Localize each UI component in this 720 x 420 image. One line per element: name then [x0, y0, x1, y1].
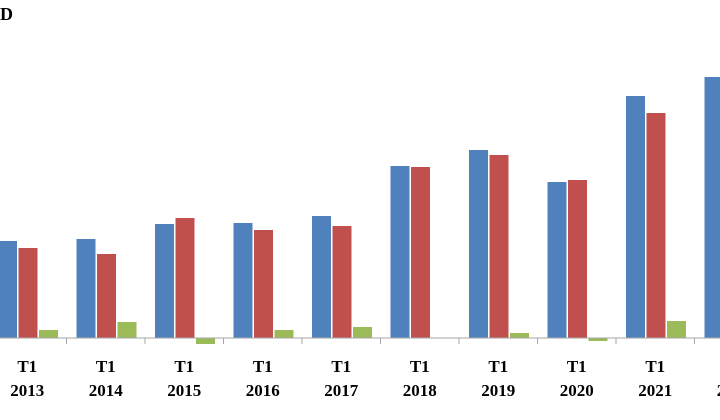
- bar-s1-5: [411, 167, 430, 338]
- bar-s0-0: [0, 241, 17, 338]
- x-tick-label-top-6: T1: [488, 357, 508, 376]
- x-tick-label-year-1: 2014: [89, 381, 124, 400]
- x-tick-label-year-7: 2020: [560, 381, 594, 400]
- x-tick-label-year-3: 2016: [246, 381, 280, 400]
- bar-s2-8: [667, 321, 686, 338]
- x-tick-label-top-5: T1: [410, 357, 430, 376]
- x-tick-label-year-4: 2017: [324, 381, 359, 400]
- bar-s0-5: [390, 166, 410, 338]
- x-tick-label-year-9: 2022: [717, 381, 720, 400]
- x-tick-label-year-8: 2021: [638, 381, 672, 400]
- bar-s1-3: [254, 230, 273, 338]
- bar-s0-2: [155, 224, 174, 338]
- bar-s2-6: [510, 333, 529, 338]
- panel-label: D: [0, 4, 13, 24]
- bar-s1-0: [18, 248, 38, 338]
- x-tick-label-top-4: T1: [331, 357, 351, 376]
- x-tick-label-year-0: 2013: [10, 381, 44, 400]
- bar-s0-6: [469, 150, 488, 338]
- x-tick-label-top-8: T1: [645, 357, 665, 376]
- bar-s1-6: [489, 155, 509, 338]
- bar-s0-4: [312, 216, 331, 338]
- bar-s1-7: [568, 180, 587, 338]
- x-tick-label-year-5: 2018: [403, 381, 437, 400]
- bar-s2-0: [39, 330, 58, 338]
- x-tick-label-year-6: 2019: [481, 381, 515, 400]
- bar-s0-3: [233, 223, 253, 338]
- bar-s1-2: [175, 218, 195, 338]
- bar-s0-8: [626, 96, 645, 338]
- bar-s1-1: [97, 254, 116, 338]
- bar-s0-1: [76, 239, 96, 338]
- x-tick-label-top-0: T1: [17, 357, 37, 376]
- bar-s2-2: [196, 338, 215, 344]
- bar-s1-8: [646, 113, 666, 338]
- bar-s1-4: [332, 226, 352, 338]
- bar-s2-1: [117, 322, 137, 338]
- bar-s0-7: [547, 182, 567, 338]
- bar-s2-3: [274, 330, 294, 338]
- x-tick-label-top-2: T1: [174, 357, 194, 376]
- x-tick-label-top-1: T1: [96, 357, 116, 376]
- x-tick-label-year-2: 2015: [167, 381, 201, 400]
- bar-s0-9: [704, 77, 720, 338]
- bar-s2-7: [588, 338, 608, 341]
- x-tick-label-top-7: T1: [567, 357, 587, 376]
- bar-s2-4: [353, 327, 372, 338]
- x-tick-label-top-3: T1: [253, 357, 273, 376]
